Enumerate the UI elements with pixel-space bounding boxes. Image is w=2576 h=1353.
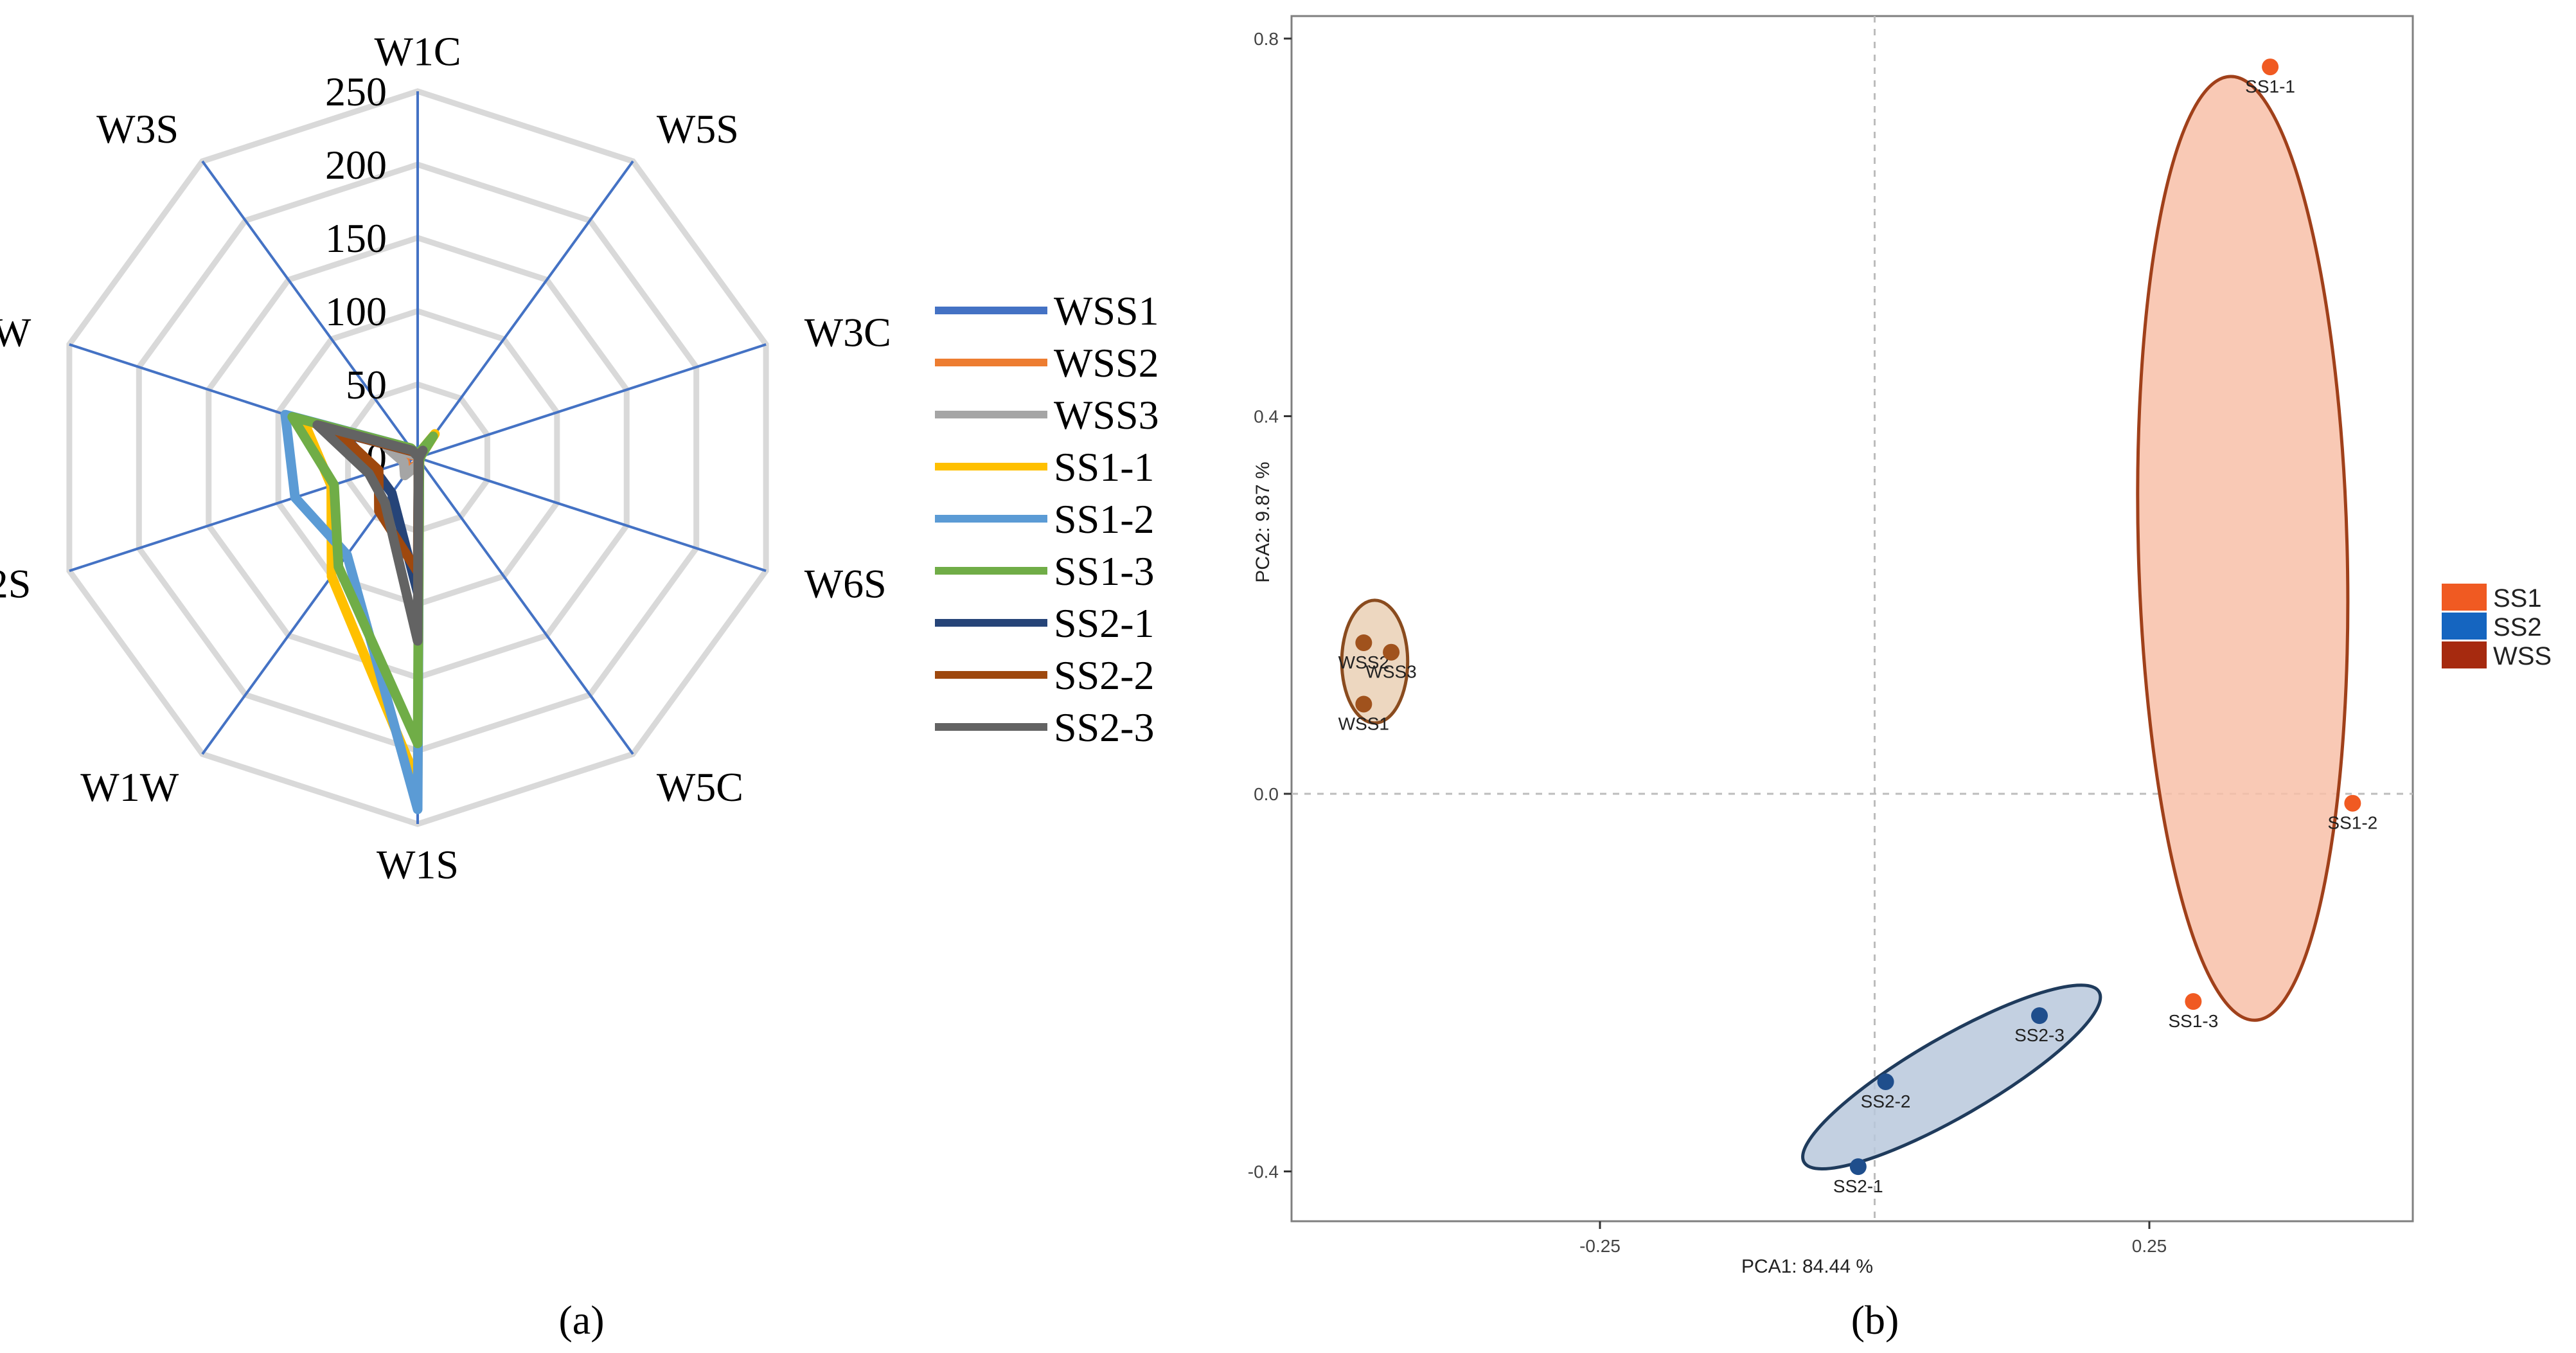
radar-axis-label-w5c: W5C [657,764,743,810]
pca-point-label-ss1-2: SS1-2 [2327,813,2377,833]
pca-point-label-wss1: WSS1 [1338,713,1389,733]
pca-legend-swatch-wss [2442,641,2487,668]
legend-label-ss2-3: SS2-3 [1054,704,1155,750]
radar-axis-label-w1s: W1S [377,842,459,888]
radar-axis-label-w3c: W3C [804,309,891,355]
radar-axis-label-w5s: W5S [657,106,739,152]
pca-x-axis-label: PCA1: 84.44 % [1741,1256,1873,1277]
radar-axis-w5s [416,160,634,459]
pca-point-ss1-2 [2344,794,2361,812]
pca-y-axis-label: PCA2: 9.87 % [1252,461,1274,582]
pca-point-ss1-1 [2262,58,2279,76]
radar-axis-label-w1c: W1C [374,28,461,74]
radar-axis-label-w2s: W2S [0,561,31,607]
pca-point-wss2 [1355,634,1372,651]
pca-legend-swatch-ss1 [2442,584,2487,611]
legend-label-wss1: WSS1 [1054,288,1159,334]
pca-y-tick-label: -0.4 [1248,1162,1279,1182]
pca-point-ss2-3 [2031,1007,2048,1025]
pca-x-tick-label: 0.25 [2132,1236,2167,1256]
panel-b-label: (b) [1851,1297,1899,1343]
pca-point-label-wss2: WSS2 [1338,652,1389,672]
pca-chart: SS1-1 SS1-2 SS1-3 SS2-1 SS2-2 SS2-3 WSS1 WSS2WS… [1248,15,2414,1277]
radar-tick-label: 50 [346,362,387,408]
radar-axis-w5c [416,456,634,755]
pca-ellipse-ss2 [1801,983,2102,1171]
pca-point-ss2-1 [1849,1158,1867,1176]
radar-axis-w6s [417,456,767,573]
radar-tick-label: 100 [325,289,387,334]
pca-ellipse-wss [1340,598,1410,725]
pca-legend-label-wss: WSS [2493,642,2552,670]
radar-tick-label: 250 [325,69,387,114]
radar-axis-label-w3s: W3S [96,106,179,152]
radar-axis-w3c [417,343,767,459]
legend-label-ss1-1: SS1-1 [1054,444,1155,490]
pca-y-tick-label: 0.0 [1254,784,1279,804]
radar-tick-label: 200 [325,142,387,188]
pca-point-label-ss2-2: SS2-2 [1861,1091,1911,1111]
radar-tick-label: 150 [325,215,387,261]
pca-point-label-ss1-3: SS1-3 [2168,1011,2218,1031]
legend-label-ss2-2: SS2-2 [1054,652,1155,698]
pca-y-tick-label: 0.8 [1254,29,1279,49]
pca-legend-label-ss2: SS2 [2493,613,2542,641]
radar-axis-w2s [69,456,418,573]
legend-label-wss3: WSS3 [1054,392,1159,438]
pca-y-tick-label: 0.4 [1254,407,1279,427]
radar-axis-label-w2w: W2W [0,309,31,355]
pca-point-label-wss3: WSS3 [1365,662,1416,682]
legend-label-wss2: WSS2 [1054,340,1159,386]
legend-label-ss1-2: SS1-2 [1054,496,1155,542]
pca-point-label-ss2-3: SS2-3 [2014,1025,2065,1045]
pca-point-label-ss1-1: SS1-1 [2245,76,2295,96]
radar-legend: WSS1 WSS2 WSS3 SS1-1 SS1-2 SS1-3 SS2-1 SS2-2 SS2… [935,288,1159,750]
pca-point-label-ss2-1: SS2-1 [1833,1176,1883,1196]
radar-series-ss2-3 [312,420,428,646]
pca-legend-swatch-ss2 [2442,613,2487,640]
pca-point-ss2-2 [1877,1073,1894,1090]
radar-axis-label-w6s: W6S [804,561,887,607]
pca-point-wss1 [1355,695,1372,713]
panel-a-label: (a) [558,1297,604,1343]
pca-legend-label-ss1: SS1 [2493,584,2542,613]
radar-axis-label-w1w: W1W [80,764,179,810]
legend-label-ss1-3: SS1-3 [1054,548,1155,594]
legend-label-ss2-1: SS2-1 [1054,600,1155,646]
radar-chart: 050100150200250W1CW5SW3CW6SW5CW1SW1WW2SW… [0,28,891,887]
pca-point-ss1-3 [2185,993,2202,1010]
pca-ellipse-ss1 [2136,75,2350,1022]
radar-axis-w3s [201,160,419,459]
pca-x-tick-label: -0.25 [1579,1236,1621,1256]
pca-point-wss3 [1383,643,1400,661]
